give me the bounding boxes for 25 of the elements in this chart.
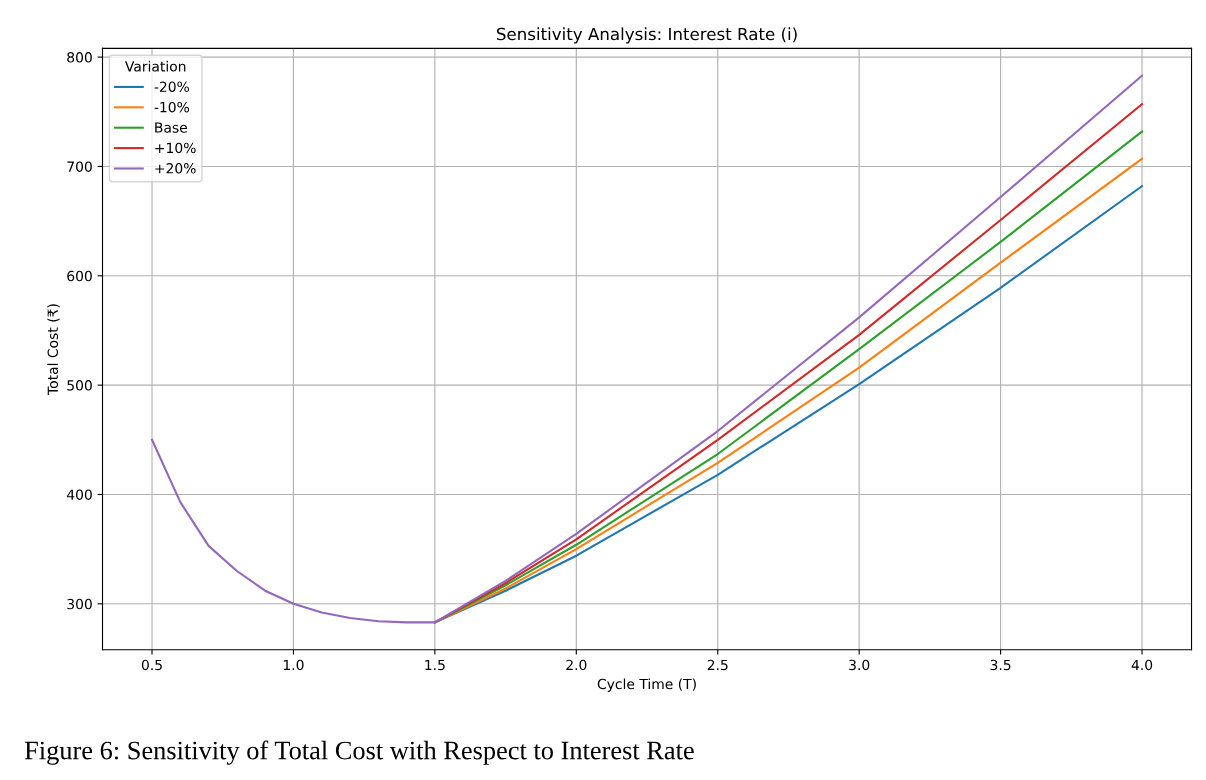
legend-label: -10% — [154, 101, 190, 113]
caption: Figure 6: Sensitivity of Total Cost with Respect to Interest Rate — [24, 740, 694, 765]
x-tick-label: 4.0 — [1131, 659, 1153, 671]
y-tick-label: 600 — [67, 270, 92, 282]
x-tick-label: 3.5 — [990, 659, 1011, 671]
y-axis-title: Total Cost (₹) — [47, 304, 60, 395]
legend-label: Base — [155, 122, 187, 133]
x-tick-label: 0.5 — [141, 659, 162, 671]
x-tick-label: 1.5 — [425, 659, 445, 671]
legend-label: +10% — [155, 142, 196, 154]
legend-title: Variation — [125, 60, 186, 72]
x-tick-label: 2.0 — [566, 659, 587, 671]
y-tick-label: 300 — [67, 598, 92, 610]
chart-title: Sensitivity Analysis: Interest Rate (i) — [496, 27, 797, 44]
x-axis-title: Cycle Time (T) — [597, 678, 696, 692]
y-tick-label: 400 — [66, 489, 92, 500]
y-tick-label: 800 — [67, 52, 92, 63]
y-tick-label: 500 — [67, 380, 92, 391]
line-series — [150, 74, 1144, 624]
x-tick-label: 3.0 — [849, 659, 870, 671]
legend-label: +20% — [155, 163, 196, 174]
legend-label: -20% — [154, 81, 190, 92]
x-tick-label: 1.0 — [283, 659, 304, 671]
x-tick-label: 2.5 — [707, 659, 728, 671]
y-tick-label: 700 — [67, 161, 92, 172]
